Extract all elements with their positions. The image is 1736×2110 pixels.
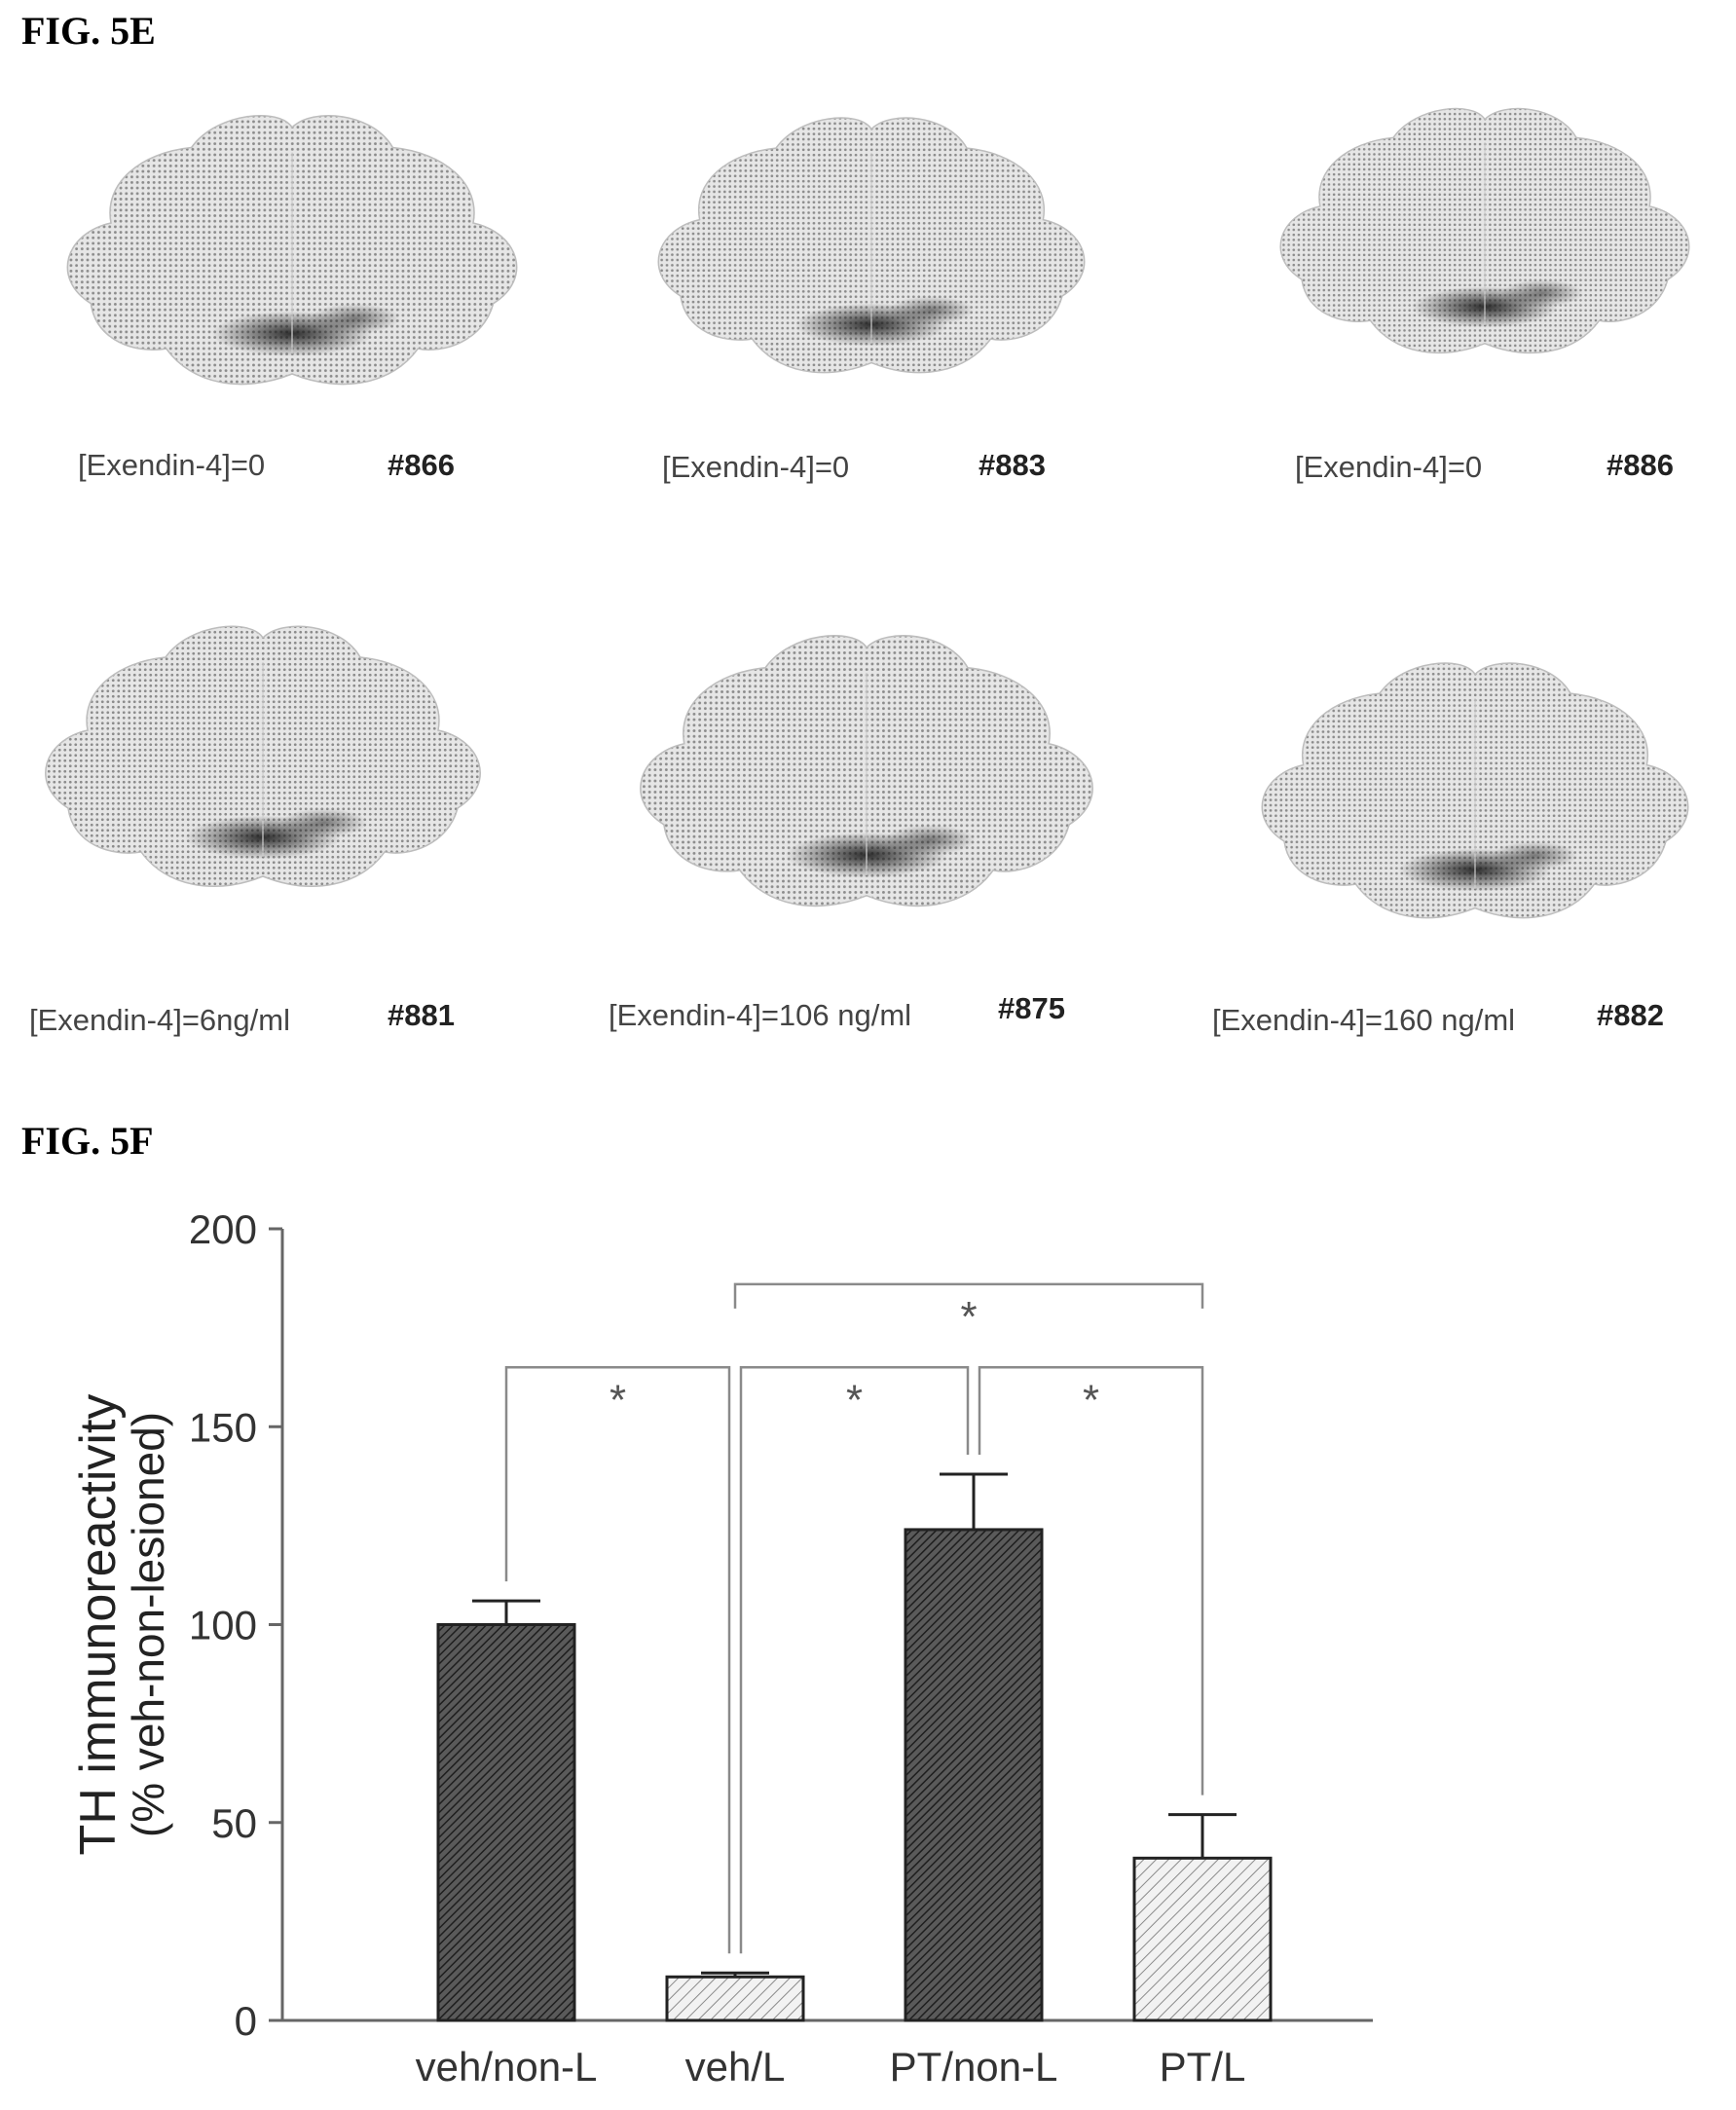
y-tick-label: 100 (189, 1603, 257, 1648)
x-tick-label: veh/L (685, 2044, 786, 2090)
brain-section-grid: [Exendin-4]=0 #866 [Exendin-4]=0 #883 [Exend… (19, 73, 1714, 1037)
chart-bars: veh/non-L veh/L PT/non-L PT/L (416, 1472, 1273, 2090)
brain-section-panel (633, 93, 1110, 404)
x-tick-label: PT/non-L (890, 2044, 1058, 2090)
significance-bracket (978, 1366, 1204, 1795)
brain-section-image (1261, 662, 1689, 919)
y-axis-sublabel: (% veh-non-lesioned) (123, 1412, 173, 1837)
x-tick-label: PT/L (1160, 2044, 1246, 2090)
significance-brackets: * * * * (504, 1282, 1204, 1954)
significance-star: * (960, 1293, 977, 1341)
panel-sample-id: #875 (998, 991, 1065, 1025)
panel-concentration-caption: [Exendin-4]=0 (1295, 450, 1483, 484)
y-tick-label: 0 (235, 1998, 257, 2044)
bar (665, 1975, 805, 2022)
panel-sample-id: #882 (1597, 998, 1664, 1032)
significance-star: * (846, 1376, 863, 1424)
panel-concentration-caption: [Exendin-4]=0 (662, 450, 850, 484)
significance-star: * (609, 1376, 626, 1424)
bar (436, 1623, 576, 2022)
y-tick-label: 200 (189, 1206, 257, 1252)
bar (904, 1528, 1044, 2022)
brain-section-image (1279, 107, 1690, 354)
bar (1132, 1856, 1273, 2022)
panel-concentration-caption: [Exendin-4]=106 ng/ml (609, 998, 912, 1032)
fig-5e-label: FIG. 5E (21, 9, 156, 53)
panel-sample-id: #881 (388, 998, 455, 1032)
y-tick-label: 50 (211, 1800, 257, 1846)
brain-section-image (657, 117, 1086, 374)
panel-sample-id: #883 (979, 448, 1046, 482)
panel-concentration-caption: [Exendin-4]=160 ng/ml (1212, 1003, 1516, 1037)
fig-5f-label: FIG. 5F (21, 1119, 154, 1163)
brain-section-image (640, 635, 1093, 907)
brain-section-image (45, 625, 481, 887)
y-axis-label: TH immunoreactivity (70, 1394, 127, 1856)
significance-bracket (504, 1366, 731, 1954)
brain-section-panel (19, 594, 506, 925)
x-tick-label: veh/non-L (416, 2044, 598, 2090)
panel-sample-id: #866 (388, 448, 455, 482)
brain-section-panel (1256, 73, 1714, 394)
brain-section-panel (39, 102, 545, 404)
brain-section-panel (1237, 648, 1714, 940)
panel-concentration-caption: [Exendin-4]=6ng/ml (29, 1003, 290, 1037)
brain-section-image (66, 115, 518, 386)
panel-sample-id: #886 (1607, 448, 1674, 482)
significance-bracket (733, 1282, 1204, 1309)
panel-concentration-caption: [Exendin-4]=0 (78, 448, 266, 482)
significance-bracket (739, 1366, 970, 1954)
y-tick-label: 150 (189, 1404, 257, 1450)
significance-star: * (1083, 1376, 1099, 1424)
brain-section-panel (613, 618, 1120, 930)
